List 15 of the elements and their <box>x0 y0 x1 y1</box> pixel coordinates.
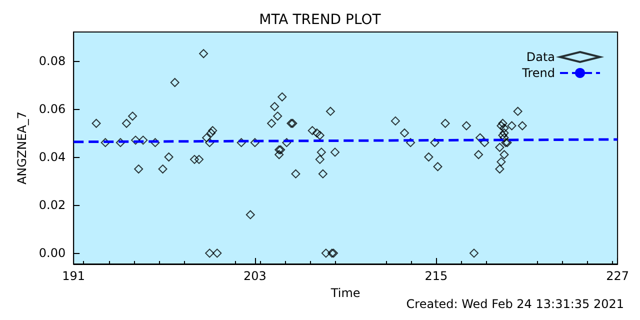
y-tick-label: 0.04 <box>38 150 66 164</box>
x-axis-title: Time <box>330 286 360 300</box>
legend-label: Trend <box>521 66 555 80</box>
y-tick-label: 0.06 <box>38 102 66 116</box>
x-tick-label: 191 <box>62 269 86 283</box>
x-tick-label: 215 <box>424 269 448 283</box>
y-axis-title: ANGZNEA_7 <box>15 111 29 185</box>
x-tick-label: 227 <box>606 269 629 283</box>
chart-title: MTA TREND PLOT <box>259 12 382 28</box>
text: Created: Wed Feb 24 13:31:35 2021 <box>406 297 624 311</box>
x-tick-label: 203 <box>243 269 266 283</box>
y-tick-label: 0.02 <box>38 198 66 212</box>
y-tick-label: 0.08 <box>38 54 66 68</box>
y-tick-label: 0.00 <box>38 246 66 260</box>
legend-label: Data <box>526 50 555 64</box>
